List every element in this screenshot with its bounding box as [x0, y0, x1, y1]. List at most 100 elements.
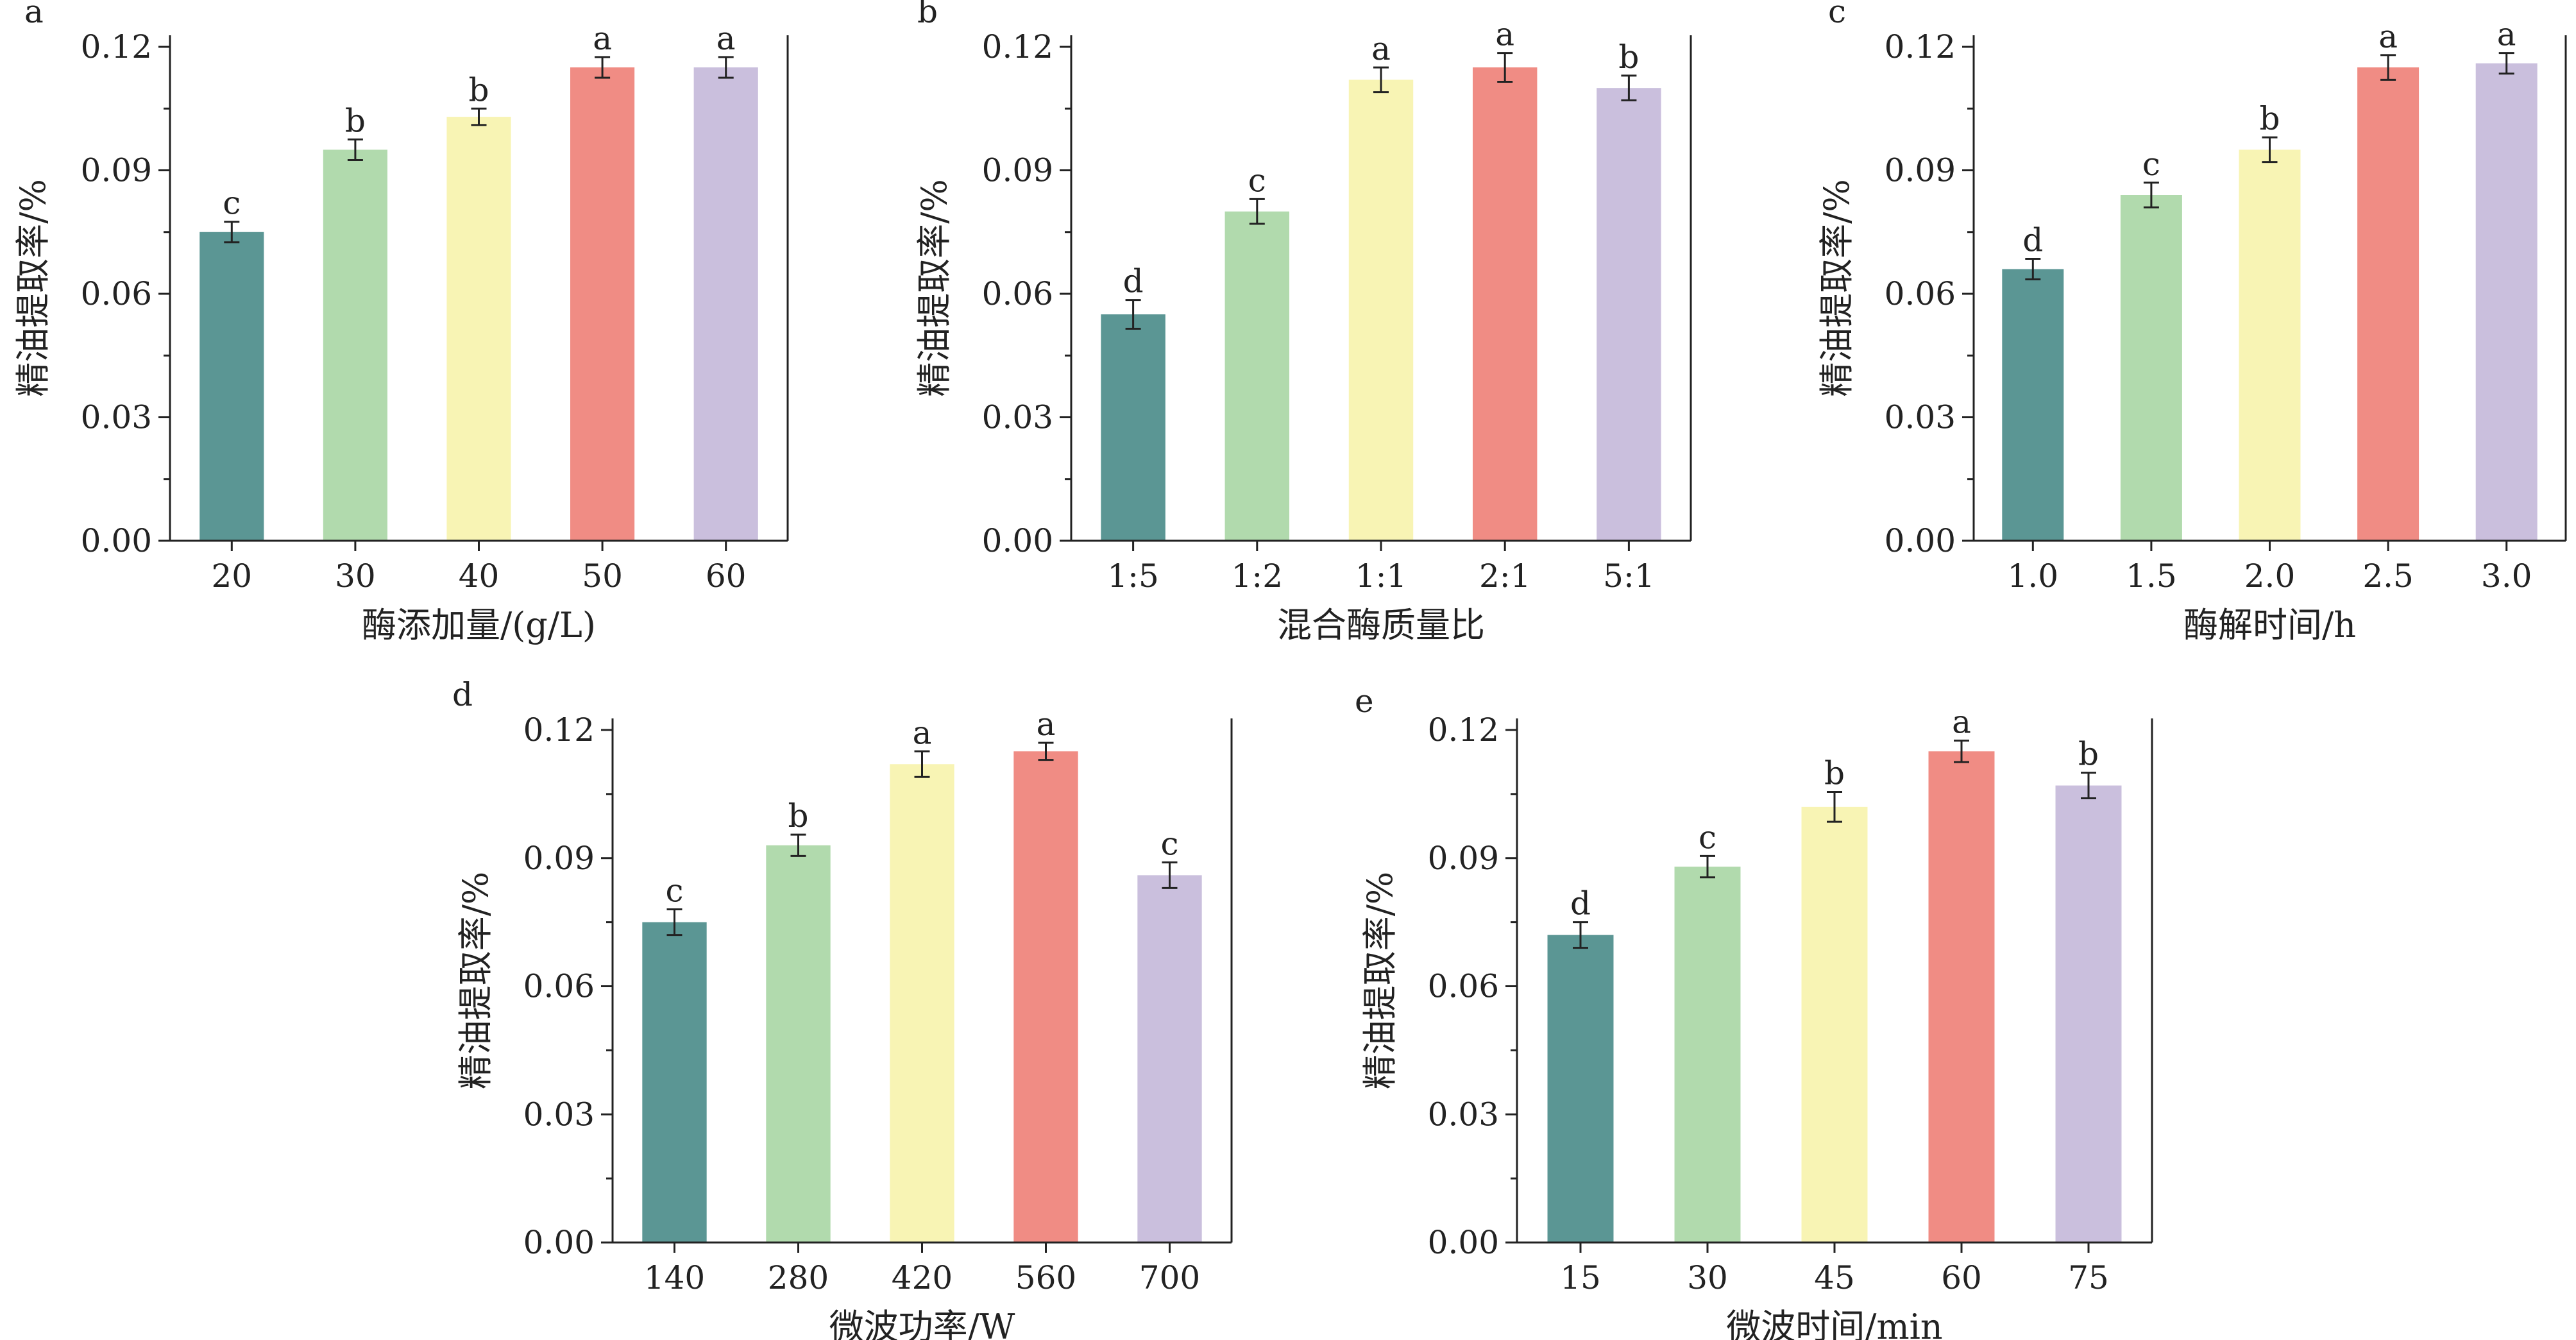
x-tick-label: 60 — [706, 557, 747, 595]
y-tick-label: 0.03 — [523, 1096, 595, 1133]
significance-label: c — [2142, 146, 2160, 183]
y-tick-label: 0.06 — [523, 968, 595, 1005]
significance-label: d — [2022, 221, 2043, 259]
bar — [1101, 314, 1165, 541]
x-tick-label: 1:2 — [1232, 557, 1283, 595]
bar — [766, 845, 831, 1242]
panel-label: d — [452, 676, 473, 713]
bar — [2002, 269, 2064, 541]
bar — [890, 764, 954, 1242]
y-tick-label: 0.03 — [1428, 1096, 1499, 1133]
y-tick-label: 0.00 — [982, 522, 1053, 559]
x-tick-label: 20 — [211, 557, 252, 595]
y-tick-label: 0.00 — [523, 1224, 595, 1261]
bar — [1224, 211, 1290, 541]
significance-label: d — [1570, 885, 1591, 922]
bar — [2475, 63, 2538, 541]
panel-label: b — [917, 0, 938, 30]
x-tick-label: 60 — [1941, 1259, 1982, 1296]
panel-label: e — [1355, 683, 1374, 720]
significance-label: a — [1952, 704, 1971, 741]
y-tick-label: 0.06 — [982, 275, 1053, 312]
significance-label: b — [468, 71, 489, 108]
x-tick-label: 1:5 — [1107, 557, 1158, 595]
x-tick-label: 5:1 — [1603, 557, 1654, 595]
y-tick-label: 0.03 — [81, 399, 152, 436]
y-tick-label: 0.09 — [1428, 840, 1499, 877]
bar — [2055, 785, 2122, 1242]
bar — [693, 67, 758, 541]
significance-label: d — [1123, 263, 1144, 300]
y-tick-label: 0.00 — [81, 522, 152, 559]
chart-panel-c: c d c b a a 0.00 0.03 0.06 0.09 0.12 1.0 1.5 2.0 2.5 3.… — [1817, 0, 2567, 645]
significance-label: a — [1495, 16, 1514, 53]
y-tick-label: 0.06 — [1885, 275, 1956, 312]
significance-label: a — [2497, 16, 2516, 53]
bar — [1674, 867, 1741, 1242]
significance-label: b — [2078, 736, 2099, 773]
x-tick-label: 280 — [768, 1259, 829, 1296]
y-axis-title: 精油提取率/% — [455, 872, 496, 1090]
significance-label: c — [665, 872, 683, 910]
x-axis-title: 酶解时间/h — [2183, 605, 2356, 645]
panel-label: a — [24, 0, 44, 30]
bar — [2239, 149, 2301, 541]
bar — [1137, 875, 1202, 1242]
y-tick-label: 0.12 — [523, 711, 595, 749]
x-axis-title: 混合酶质量比 — [1277, 605, 1485, 645]
x-tick-label: 1.5 — [2126, 557, 2177, 595]
y-tick-label: 0.03 — [1885, 399, 1956, 436]
x-tick-label: 2.5 — [2362, 557, 2414, 595]
x-tick-label: 30 — [1687, 1259, 1728, 1296]
y-axis-title: 精油提取率/% — [1360, 872, 1400, 1090]
bar — [1348, 80, 1414, 541]
chart-panel-b: b d c a a b 0.00 0.03 0.06 0.09 0.12 1:5 1:2 1:1 2:1 5:… — [914, 0, 1692, 645]
significance-label: c — [1248, 162, 1266, 199]
significance-label: c — [1160, 825, 1178, 862]
y-tick-label: 0.03 — [982, 399, 1053, 436]
bar — [2357, 67, 2419, 541]
y-tick-label: 0.06 — [81, 275, 152, 312]
x-tick-label: 50 — [582, 557, 623, 595]
y-tick-label: 0.09 — [81, 152, 152, 189]
y-tick-label: 0.00 — [1885, 522, 1956, 559]
bar — [1801, 806, 1868, 1242]
x-axis-title: 微波时间/min — [1726, 1307, 1942, 1340]
x-tick-label: 15 — [1560, 1259, 1601, 1296]
x-tick-label: 45 — [1814, 1259, 1855, 1296]
bar — [642, 922, 707, 1242]
significance-label: b — [345, 102, 366, 139]
x-tick-label: 140 — [644, 1259, 705, 1296]
y-tick-label: 0.09 — [523, 840, 595, 877]
bar — [570, 67, 635, 541]
significance-label: c — [1699, 818, 1716, 856]
bar — [446, 117, 511, 541]
x-axis-title: 微波功率/W — [829, 1307, 1015, 1340]
bar — [1013, 751, 1078, 1242]
x-tick-label: 30 — [335, 557, 376, 595]
x-tick-label: 40 — [459, 557, 500, 595]
bar — [1597, 88, 1661, 541]
significance-label: a — [913, 714, 932, 751]
y-tick-label: 0.00 — [1428, 1224, 1499, 1261]
x-tick-label: 1.0 — [2008, 557, 2059, 595]
y-tick-label: 0.12 — [982, 28, 1053, 65]
x-tick-label: 75 — [2068, 1259, 2109, 1296]
bar — [199, 232, 264, 541]
significance-label: c — [223, 185, 241, 222]
y-tick-label: 0.06 — [1428, 968, 1499, 1005]
bar — [1547, 935, 1614, 1242]
significance-label: b — [2259, 100, 2280, 137]
panel-label: c — [1828, 0, 1846, 30]
chart-panel-d: d c b a a c 0.00 0.03 0.06 0.09 0.12 140 280 420 560 70… — [452, 676, 1233, 1340]
y-axis-title: 精油提取率/% — [1817, 179, 1857, 397]
x-tick-label: 3.0 — [2481, 557, 2532, 595]
significance-label: a — [1037, 706, 1056, 743]
x-tick-label: 700 — [1139, 1259, 1200, 1296]
bar — [1928, 751, 1995, 1242]
y-axis-title: 精油提取率/% — [13, 179, 53, 397]
significance-label: b — [1824, 755, 1845, 792]
bar — [1472, 67, 1538, 541]
significance-label: b — [1618, 38, 1639, 76]
